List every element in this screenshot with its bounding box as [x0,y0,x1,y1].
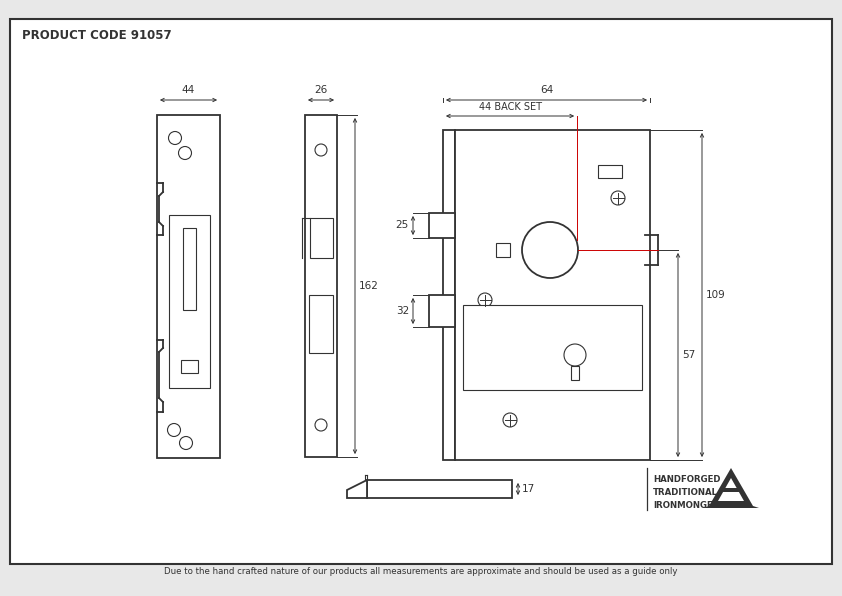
Bar [463,305,642,390]
Bar [443,130,455,460]
Bar [157,115,220,458]
Bar [310,218,333,258]
Text: 25: 25 [396,221,409,231]
Bar [598,165,622,178]
Bar [429,213,455,238]
Bar [496,243,510,257]
Text: 26: 26 [314,85,328,95]
Circle shape [168,424,180,436]
Bar [429,295,455,327]
Text: 17: 17 [522,484,536,494]
Text: PRODUCT CODE 91057: PRODUCT CODE 91057 [22,29,172,42]
Circle shape [478,293,492,307]
Circle shape [611,191,625,205]
Text: 109: 109 [706,290,726,300]
Text: 44 BACK SET: 44 BACK SET [478,102,541,112]
Polygon shape [347,480,367,498]
Bar [367,480,512,498]
Circle shape [522,222,578,278]
Bar [181,360,198,373]
Bar [305,115,337,457]
Bar [169,215,210,388]
Circle shape [179,147,191,160]
Circle shape [315,144,327,156]
Bar [571,366,579,380]
Text: IRONMONGERY: IRONMONGERY [653,501,725,510]
Polygon shape [718,478,744,501]
Bar [309,295,333,353]
Circle shape [503,413,517,427]
Text: 64: 64 [540,85,553,95]
Text: 44: 44 [182,85,195,95]
Circle shape [315,419,327,431]
Circle shape [168,132,182,144]
Text: TRADITIONAL: TRADITIONAL [653,488,718,497]
Bar [722,488,740,492]
Text: 162: 162 [359,281,379,291]
Bar [455,130,650,460]
Text: 57: 57 [682,350,695,360]
Bar [183,228,196,310]
Circle shape [179,436,193,449]
Circle shape [564,344,586,366]
Text: HANDFORGED: HANDFORGED [653,475,721,484]
Text: Due to the hand crafted nature of our products all measurements are approximate : Due to the hand crafted nature of our pr… [164,567,678,576]
Text: 32: 32 [396,306,409,316]
Polygon shape [703,468,759,508]
